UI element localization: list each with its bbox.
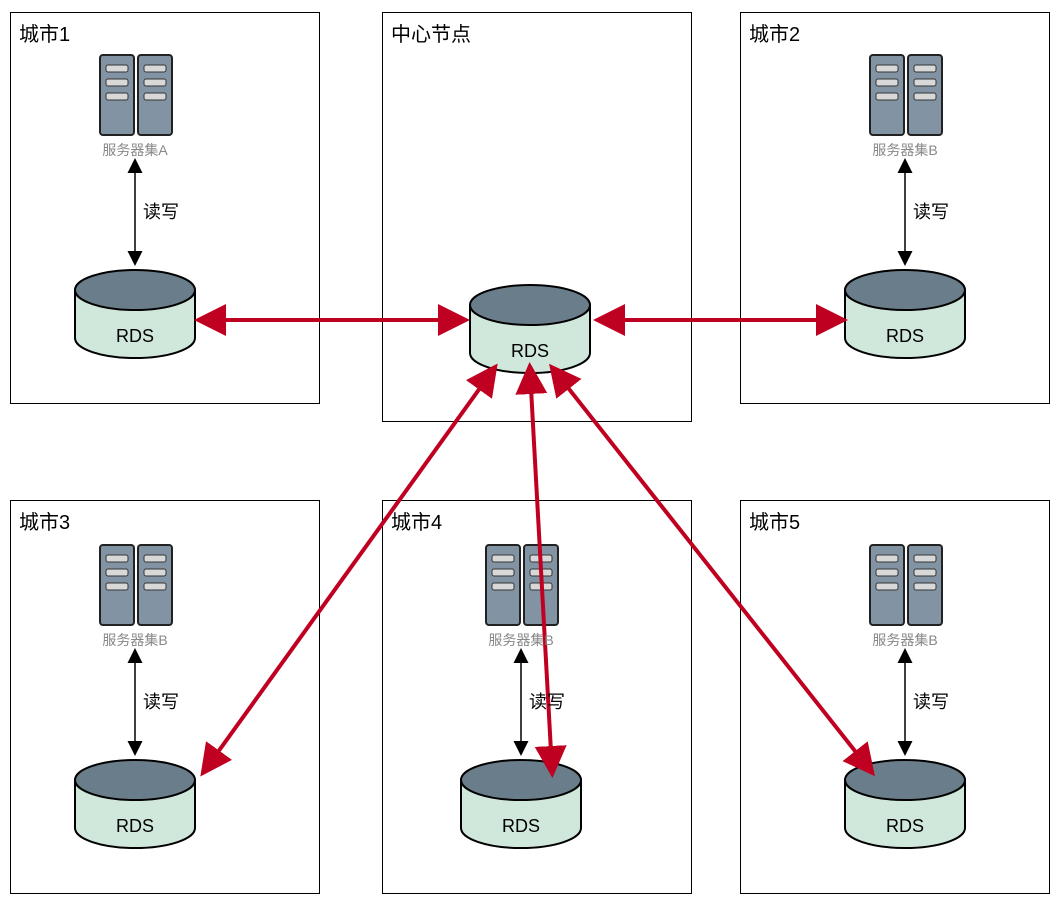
city2-server-label: 服务器集B xyxy=(855,140,955,160)
title-center: 中心节点 xyxy=(391,18,471,47)
city4-rw-label: 读写 xyxy=(529,688,565,714)
city4-rds-label: RDS xyxy=(502,816,540,837)
city5-rw-label: 读写 xyxy=(913,688,949,714)
city1-rds-label: RDS xyxy=(116,326,154,347)
title-city5: 城市5 xyxy=(749,506,800,535)
title-city3: 城市3 xyxy=(19,506,70,535)
center-rds-label: RDS xyxy=(511,341,549,362)
city5-rds-label: RDS xyxy=(886,816,924,837)
city3-server-label: 服务器集B xyxy=(85,630,185,650)
city3-rw-label: 读写 xyxy=(143,688,179,714)
city2-rds-label: RDS xyxy=(886,326,924,347)
city1-server-label: 服务器集A xyxy=(85,140,185,160)
city3-rds-label: RDS xyxy=(116,816,154,837)
city2-rw-label: 读写 xyxy=(913,198,949,224)
title-city1: 城市1 xyxy=(19,18,70,47)
title-city4: 城市4 xyxy=(391,506,442,535)
title-city2: 城市2 xyxy=(749,18,800,47)
city1-rw-label: 读写 xyxy=(143,198,179,224)
city4-server-label: 服务器集B xyxy=(471,630,571,650)
city5-server-label: 服务器集B xyxy=(855,630,955,650)
